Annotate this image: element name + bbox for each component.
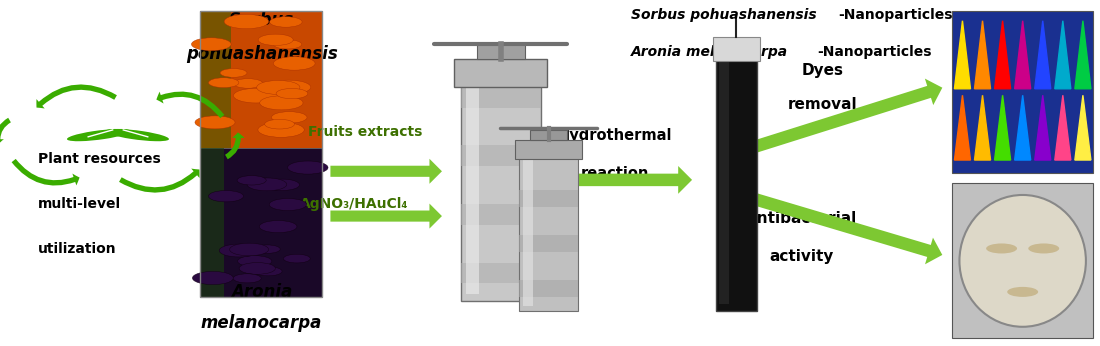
Polygon shape [1055,21,1070,89]
Bar [200,148,224,297]
Text: Sorbus: Sorbus [229,11,295,29]
Polygon shape [994,21,1011,89]
Polygon shape [1035,21,1050,89]
Circle shape [287,161,328,174]
Text: activity: activity [769,249,834,264]
Bar [524,151,534,306]
Polygon shape [955,95,970,160]
Bar [200,148,322,297]
Circle shape [224,14,268,29]
Text: Sorbus pohuashanensis: Sorbus pohuashanensis [631,8,816,21]
Text: Fruits extracts: Fruits extracts [308,125,422,138]
Bar [953,183,1093,338]
Circle shape [270,17,302,27]
Text: pohuashanensis: pohuashanensis [186,45,338,64]
Text: Hydrothermal: Hydrothermal [558,128,672,143]
Polygon shape [975,95,991,160]
Circle shape [264,179,299,191]
Text: Dyes: Dyes [802,63,844,78]
Circle shape [254,267,282,276]
Circle shape [254,245,280,253]
Text: Aronia melanocarpa: Aronia melanocarpa [631,45,788,60]
Circle shape [233,88,278,103]
Circle shape [256,80,300,94]
Circle shape [233,274,261,283]
Circle shape [1008,287,1038,297]
Text: melanocarpa: melanocarpa [201,314,322,332]
Circle shape [260,96,302,110]
Circle shape [272,112,307,123]
Ellipse shape [67,129,131,141]
Text: -Nanoparticles: -Nanoparticles [817,45,932,60]
Circle shape [219,244,258,257]
Text: multi-level: multi-level [39,197,121,211]
Text: reaction: reaction [581,166,649,181]
Polygon shape [955,21,970,89]
Circle shape [276,89,308,99]
Bar [461,204,540,225]
Circle shape [986,244,1018,254]
Polygon shape [1055,95,1070,160]
FancyBboxPatch shape [515,140,582,159]
Polygon shape [1014,95,1031,160]
FancyBboxPatch shape [454,59,547,87]
Circle shape [260,220,297,233]
Text: -Nanoparticles: -Nanoparticles [838,8,953,21]
Text: utilization: utilization [39,242,117,256]
Circle shape [233,79,263,88]
Circle shape [220,69,248,77]
Text: AgNO₃/HAuCl₄: AgNO₃/HAuCl₄ [300,197,408,211]
Bar [461,87,540,108]
Circle shape [192,271,233,285]
Bar [200,11,322,297]
Text: Antibacterial: Antibacterial [746,211,857,226]
Bar [719,49,729,304]
Circle shape [270,199,307,211]
Circle shape [284,254,310,263]
Bar [519,190,578,208]
Circle shape [230,243,268,256]
Circle shape [257,122,305,137]
Circle shape [195,116,235,129]
Bar [953,11,1093,173]
Bar [476,44,525,59]
Bar [461,145,540,166]
Bar [530,130,568,140]
Text: Plant resources: Plant resources [39,152,161,166]
Circle shape [258,34,294,45]
Bar [461,263,540,283]
Polygon shape [975,21,991,89]
Circle shape [191,38,231,51]
Circle shape [274,57,315,70]
Circle shape [274,40,301,49]
Circle shape [209,78,239,88]
Polygon shape [994,95,1011,160]
Bar [713,37,760,61]
FancyBboxPatch shape [519,145,578,311]
Bar [716,42,757,311]
Polygon shape [1075,95,1091,160]
Bar [519,280,578,297]
Text: Aronia: Aronia [231,283,293,301]
Bar [200,11,322,148]
Circle shape [238,176,266,185]
Polygon shape [1075,21,1091,89]
Circle shape [239,263,275,274]
Circle shape [267,80,310,94]
Text: removal: removal [788,97,857,112]
Circle shape [238,256,272,267]
Circle shape [265,119,295,129]
Bar [200,11,231,148]
Ellipse shape [106,129,169,141]
Circle shape [1028,244,1059,254]
Polygon shape [1014,21,1031,89]
Bar [466,73,478,294]
FancyBboxPatch shape [461,66,540,301]
Circle shape [248,178,287,191]
Ellipse shape [959,195,1086,327]
Polygon shape [1035,95,1050,160]
Circle shape [208,191,243,202]
Bar [519,235,578,252]
